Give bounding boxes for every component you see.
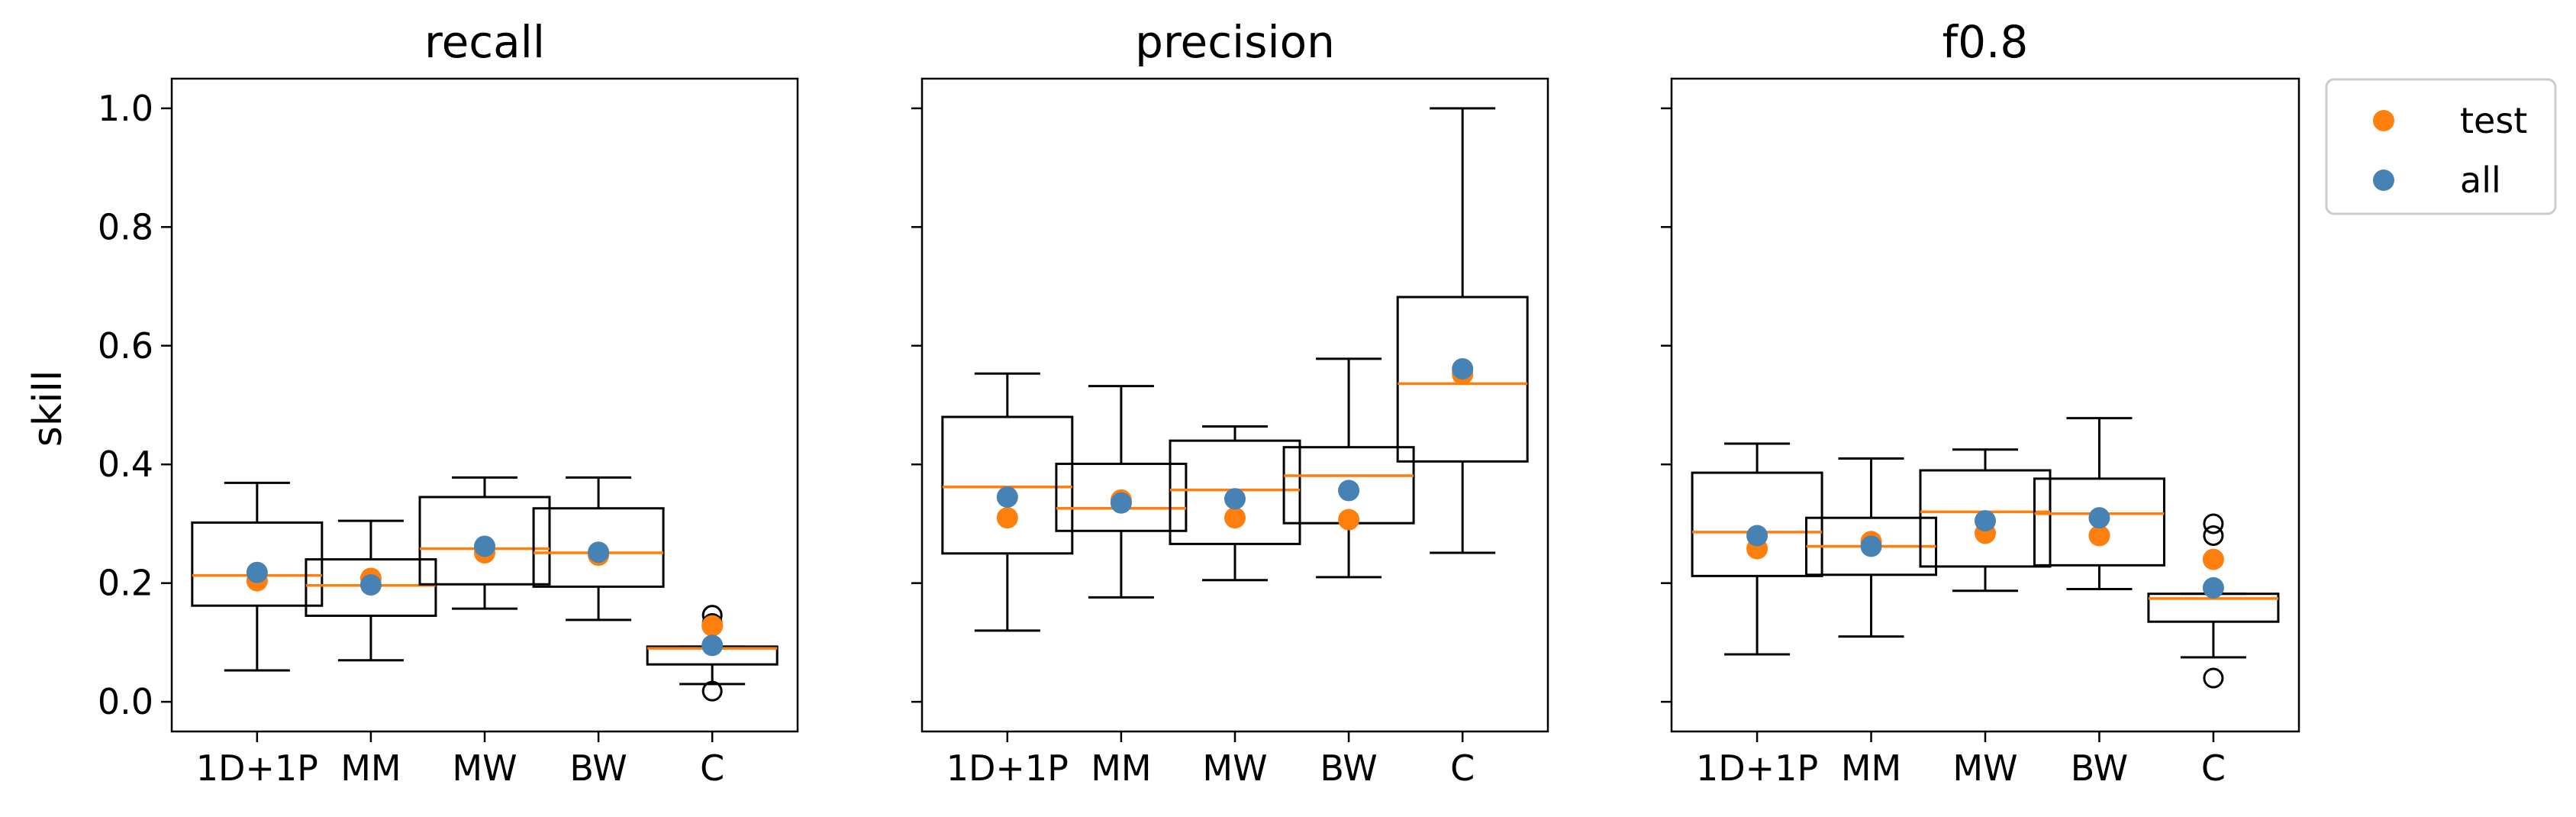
point-all — [1338, 480, 1360, 502]
box-iqr — [532, 507, 665, 588]
x-tick-label: BW — [569, 748, 627, 789]
box-iqr — [2033, 477, 2165, 567]
y-tick-label: 0.2 — [98, 563, 153, 604]
y-tick-label: 0.8 — [98, 206, 153, 247]
legend-label-test: test — [2460, 100, 2527, 141]
point-all — [474, 535, 495, 557]
box-iqr — [1055, 462, 1188, 532]
y-tick-label: 0.6 — [98, 325, 153, 367]
axes-frame — [170, 77, 799, 733]
panel-title: precision — [1135, 16, 1335, 68]
y-tick-label: 0.0 — [98, 681, 153, 722]
box-iqr — [1396, 295, 1529, 463]
x-tick-label: MW — [1952, 748, 2017, 789]
point-test — [2088, 525, 2110, 547]
point-test — [1224, 507, 1246, 529]
flier-point — [2203, 667, 2224, 689]
point-all — [1224, 488, 1246, 510]
legend: test all — [2325, 78, 2557, 215]
panel-title: f0.8 — [1942, 16, 2029, 68]
box-bw — [532, 476, 665, 622]
legend-label-all: all — [2460, 160, 2501, 201]
flier-point — [701, 680, 723, 702]
box-iqr — [941, 415, 1074, 555]
point-all — [246, 561, 268, 583]
x-tick-label: 1D+1P — [1696, 748, 1818, 789]
axes-frame — [1670, 77, 2300, 733]
box-c — [1396, 107, 1529, 554]
box-bw — [2033, 417, 2165, 590]
x-tick-label: C — [1450, 748, 1475, 789]
x-tick-label: BW — [2071, 748, 2128, 789]
box-c — [2147, 513, 2280, 689]
x-tick-label: C — [700, 748, 724, 789]
box-iqr — [1919, 469, 2052, 568]
point-all — [996, 486, 1018, 508]
point-all — [1975, 510, 1996, 532]
y-tick-label: 0.4 — [98, 444, 153, 485]
flier-point — [2203, 525, 2224, 546]
box-iqr — [191, 521, 324, 607]
point-test — [996, 507, 1018, 529]
x-tick-label: MW — [1202, 748, 1267, 789]
x-tick-label: MW — [452, 748, 517, 789]
point-all — [1860, 535, 1882, 557]
point-all — [701, 635, 724, 657]
box-iqr — [1691, 471, 1823, 577]
point-all — [2088, 507, 2110, 529]
box-iqr — [305, 558, 437, 617]
box-bw — [1282, 357, 1415, 579]
panel-f0-8: 1D+1P MM MW BW Cf0.8 — [1661, 16, 2300, 789]
x-tick-label: 1D+1P — [946, 748, 1069, 789]
point-all — [1110, 492, 1132, 514]
axes-frame — [920, 77, 1549, 733]
point-all — [359, 574, 382, 596]
x-tick-label: BW — [1320, 748, 1377, 789]
legend-marker-all — [2373, 170, 2394, 191]
box-mm — [1055, 385, 1188, 599]
x-tick-label: C — [2201, 748, 2226, 789]
point-test — [2202, 548, 2224, 570]
point-all — [1746, 525, 1768, 547]
box-iqr — [418, 496, 551, 586]
box-iqr — [1169, 439, 1301, 545]
point-test — [1338, 509, 1360, 531]
y-tick-label: 1.0 — [98, 88, 153, 129]
flier-point — [2203, 513, 2224, 534]
point-all — [2202, 576, 2224, 599]
x-tick-label: MM — [1091, 748, 1151, 789]
point-all — [588, 541, 610, 564]
y-axis-label: skill — [25, 370, 71, 447]
box-1d-1p — [191, 481, 324, 672]
point-test — [701, 615, 724, 637]
panel-title: recall — [424, 16, 545, 68]
legend-marker-test — [2373, 110, 2394, 131]
point-all — [1452, 358, 1474, 380]
x-tick-label: 1D+1P — [196, 748, 318, 789]
x-tick-label: MM — [1841, 748, 1901, 789]
x-tick-label: MM — [340, 748, 401, 789]
